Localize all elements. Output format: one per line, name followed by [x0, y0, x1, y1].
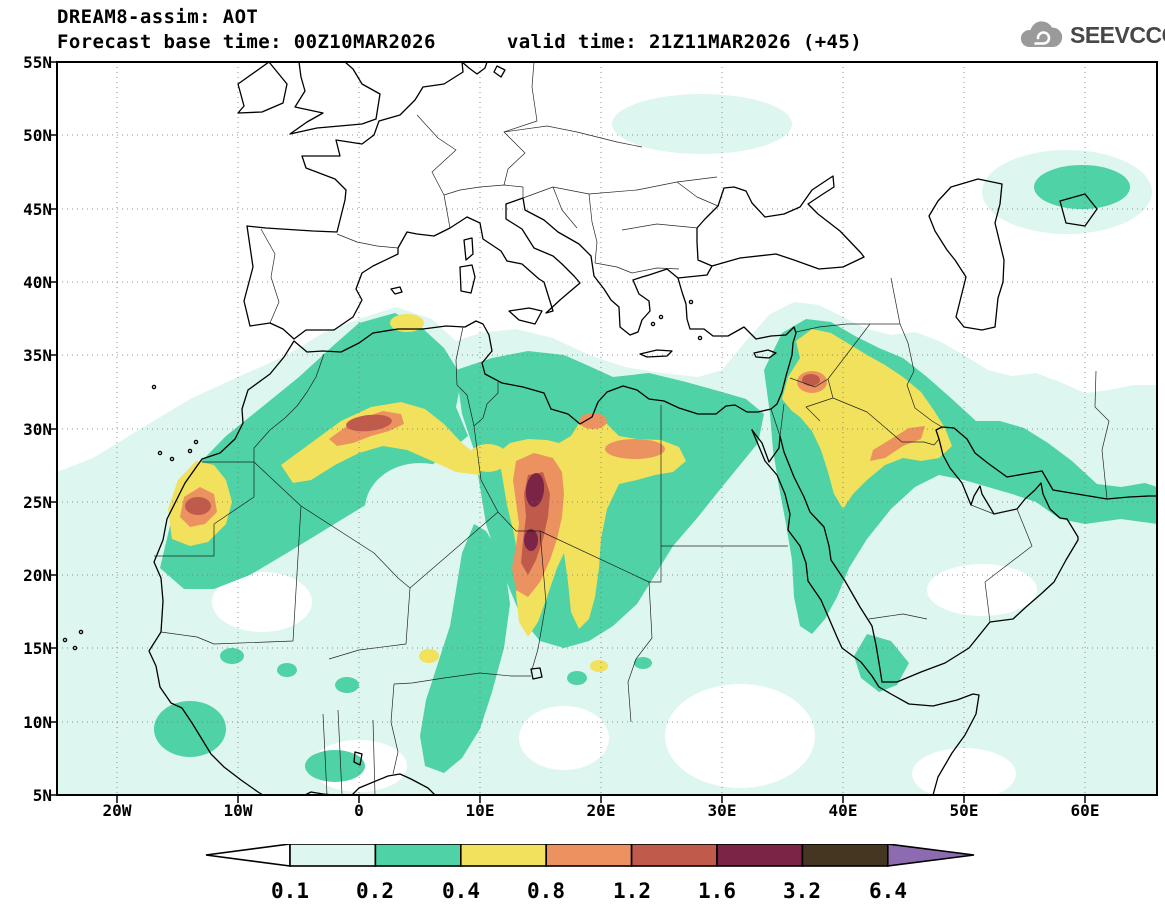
- x-axis-label: 60E: [1070, 801, 1100, 820]
- forecast-time-subtitle: Forecast base time: 00Z10MAR2026 valid t…: [57, 31, 863, 53]
- legend-arrow-low: [205, 844, 291, 867]
- legend-arrow-high: [886, 844, 975, 867]
- legend-band: [289, 844, 377, 867]
- aot-shade-orange: [579, 413, 607, 429]
- x-axis-label: 0: [354, 801, 364, 820]
- aot-shade-brick: [185, 497, 211, 515]
- x-axis-label: 10W: [223, 801, 253, 820]
- legend-tick-label: 0.2: [356, 879, 394, 903]
- y-axis-label: 15N: [23, 639, 52, 658]
- seevccc-logo: SEEVCCC: [1016, 18, 1165, 52]
- legend-tick-label: 1.6: [698, 879, 736, 903]
- legend-tick-label: 6.4: [869, 879, 907, 903]
- aot-clear-hole: [912, 748, 1016, 795]
- axis-ticks: [49, 61, 1086, 803]
- logo-text: SEEVCCC: [1070, 21, 1165, 48]
- aot-shade-teal: [305, 750, 365, 782]
- y-axis-label: 35N: [23, 346, 52, 365]
- aot-shade-maroon: [525, 473, 545, 507]
- y-axis-label: 30N: [23, 420, 52, 439]
- aot-shade-light: [612, 94, 792, 154]
- y-axis-label: 50N: [23, 126, 52, 145]
- aot-shade-maroon: [524, 529, 538, 551]
- aot-colorbar-legend: 0.1 0.2 0.4 0.8 1.2 1.6 3.2 6.4: [205, 844, 975, 905]
- aot-shade-teal: [154, 701, 226, 757]
- y-axis-label: 5N: [32, 786, 52, 805]
- country-borders: [154, 62, 1110, 795]
- y-axis-label: 40N: [23, 273, 52, 292]
- aot-shade-teal: [220, 648, 244, 664]
- cloud-icon: [1020, 21, 1063, 47]
- y-axis-label: 45N: [23, 200, 52, 219]
- x-axis-label: 50E: [949, 801, 979, 820]
- y-axis-label: 55N: [23, 53, 52, 72]
- legend-band: [716, 844, 804, 867]
- aot-shade-brick: [802, 374, 820, 386]
- legend-tick-label: 0.1: [271, 879, 309, 903]
- aot-shade-teal: [634, 657, 652, 669]
- legend-tick-label: 0.4: [442, 879, 480, 903]
- aot-clear-hole: [927, 564, 1037, 616]
- aot-shade-teal: [335, 677, 359, 693]
- legend-band: [374, 844, 462, 867]
- legend-tick-label: 0.8: [527, 879, 565, 903]
- aot-shade-yellow: [468, 444, 508, 472]
- aot-shade-light: [365, 463, 475, 555]
- aot-shade-yellow: [419, 649, 439, 663]
- aot-clear-hole: [519, 706, 609, 770]
- aot-clear-hole: [212, 572, 312, 632]
- y-axis-label: 10N: [23, 713, 52, 732]
- x-axis-label: 20E: [586, 801, 616, 820]
- legend-tick-label: 1.2: [613, 879, 651, 903]
- aot-shade-yellow: [590, 660, 608, 672]
- grid-lines: [57, 62, 1157, 795]
- legend-band: [801, 844, 889, 867]
- forecast-map: [49, 61, 1158, 803]
- aot-shade-teal: [420, 524, 510, 773]
- aot-shade-yellow: [390, 314, 424, 332]
- x-axis-label: 20W: [102, 801, 132, 820]
- aot-shade-teal: [567, 671, 587, 685]
- aot-shade-orange: [605, 439, 665, 459]
- legend-band: [545, 844, 633, 867]
- aot-clear-hole: [665, 684, 815, 788]
- x-axis-label: 30E: [707, 801, 737, 820]
- aot-shade-teal: [277, 663, 297, 677]
- page-title: DREAM8-assim: AOT: [57, 6, 259, 28]
- aot-shade-teal: [1034, 165, 1130, 209]
- y-axis-label: 20N: [23, 566, 52, 585]
- aot-shade-brick: [346, 414, 392, 432]
- legend-tick-label: 3.2: [783, 879, 821, 903]
- aot-field: [57, 94, 1157, 795]
- y-axis-label: 25N: [23, 493, 52, 512]
- map-frame: [56, 61, 1158, 796]
- x-axis-label: 40E: [828, 801, 858, 820]
- coastlines: [62, 62, 1157, 795]
- aot-shade-yellow: [281, 402, 480, 483]
- x-axis-label: 10E: [465, 801, 495, 820]
- aot-shade-orange: [870, 426, 925, 461]
- legend-band: [460, 844, 548, 867]
- legend-band: [630, 844, 718, 867]
- aot-shade-yellow: [782, 329, 952, 509]
